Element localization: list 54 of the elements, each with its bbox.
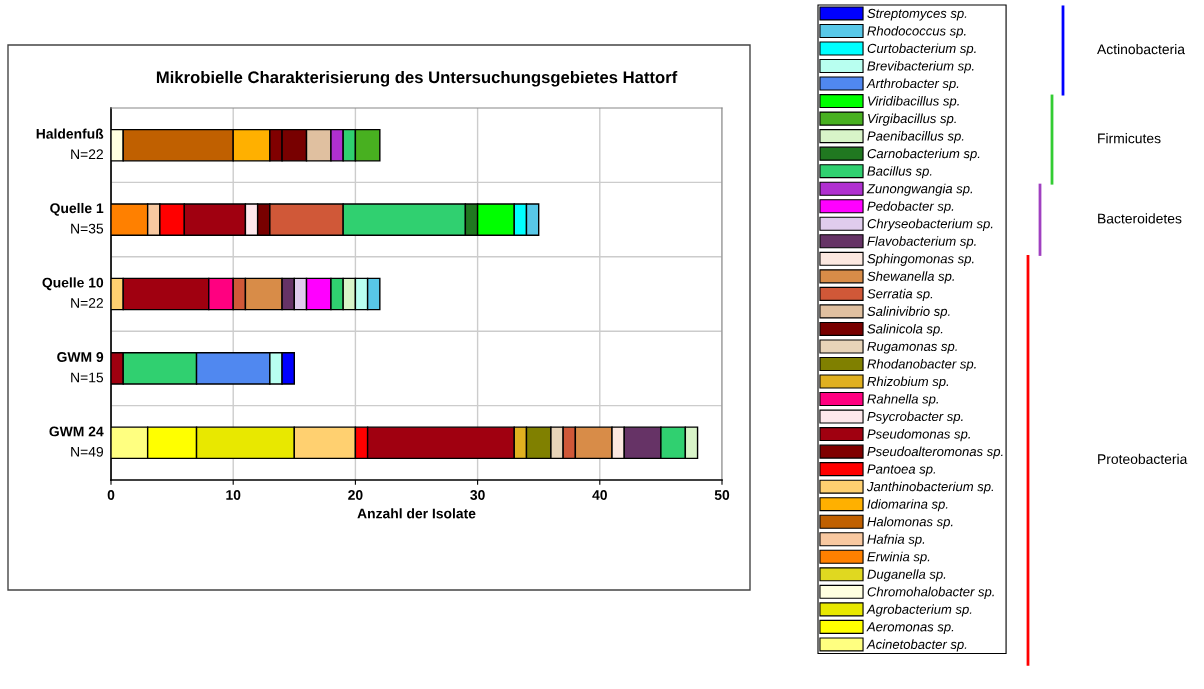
legend-label: Bacillus sp.	[867, 166, 932, 179]
legend-label: Duganella sp.	[867, 569, 946, 582]
legend-label: Pedobacter sp.	[867, 201, 954, 214]
legend-label: Aeromonas sp.	[866, 622, 954, 635]
legend-label: Rhodococcus sp.	[867, 25, 966, 39]
legend-label: Brevibacterium sp.	[867, 60, 974, 74]
legend-label: Agrobacterium sp.	[866, 604, 972, 617]
legend-label: Rugamonas sp.	[867, 341, 957, 354]
text: Bacteroidetes	[1098, 213, 1182, 224]
legend-label: Halomonas sp.	[867, 516, 953, 529]
legend-label: Curtobacterium sp.	[867, 43, 976, 56]
y-tick-label: GWM 9 N=15	[57, 352, 104, 383]
text: Actinobacteria	[1097, 44, 1186, 55]
legend-label: Rhodanobacter sp.	[867, 358, 976, 372]
x-tick-label: 0	[107, 490, 115, 500]
x-tick-label: 10	[226, 490, 241, 500]
legend-label: Pseudomonas sp.	[867, 429, 970, 442]
legend-label: Shewanella sp.	[867, 271, 954, 284]
legend-label: Psycrobacter sp.	[867, 411, 963, 424]
legend-label: Salinivibrio sp.	[867, 306, 950, 319]
legend-label: Paenibacillus sp.	[867, 131, 964, 144]
y-tick-label: Haldenfuß N=22	[36, 128, 104, 159]
legend-label: Rhizobium sp.	[867, 376, 949, 389]
legend-label: Zunongwangia sp.	[866, 183, 973, 196]
legend-label: Pseudoalteromonas sp.	[867, 446, 1003, 459]
legend-label: Virgibacillus sp.	[868, 113, 956, 126]
x-tick-label: 30	[470, 490, 485, 500]
legend-label: Viridibacillus sp.	[868, 96, 959, 109]
legend-label: Arthrobacter sp.	[866, 78, 959, 91]
chart-title: Mikrobielle Charakterisierung des Untersuchungsgebietes Hattorf	[156, 70, 678, 87]
legend-label: Rahnella sp.	[867, 393, 938, 407]
x-axis-title: Anzahl der Isolate	[357, 508, 476, 519]
legend-label: Janthinobacterium sp.	[866, 481, 994, 494]
y-tick-label: Quelle 10 N=22	[42, 277, 104, 308]
legend-label: Acinetobacter sp.	[866, 639, 967, 652]
text: Proteobacteria	[1098, 453, 1188, 465]
legend-label: Idiomarina sp.	[867, 499, 948, 512]
legend-label: Salinicola sp.	[867, 323, 943, 337]
legend-label: Hafnia sp.	[867, 534, 925, 547]
y-tick-label: Quelle 1 N=35	[50, 202, 104, 234]
legend-label: Sphingomonas sp.	[867, 253, 974, 266]
legend-label: Chryseobacterium sp.	[867, 218, 993, 231]
legend-label: Erwinia sp.	[867, 551, 930, 564]
x-tick-label: 50	[714, 490, 730, 500]
legend-label: Serratia sp.	[867, 288, 933, 301]
text: Firmicutes	[1098, 133, 1161, 144]
legend-label: Pantoea sp.	[867, 464, 936, 477]
legend-label: Chromohalobacter sp.	[867, 586, 994, 599]
y-tick-label: GWM 24 N=49	[49, 426, 104, 457]
x-tick-label: 20	[348, 490, 363, 500]
legend-label: Carnobacterium sp.	[867, 148, 980, 161]
x-tick-label: 40	[592, 490, 607, 500]
legend-label: Streptomyces sp.	[867, 8, 967, 21]
legend-label: Flavobacterium sp.	[867, 236, 976, 249]
